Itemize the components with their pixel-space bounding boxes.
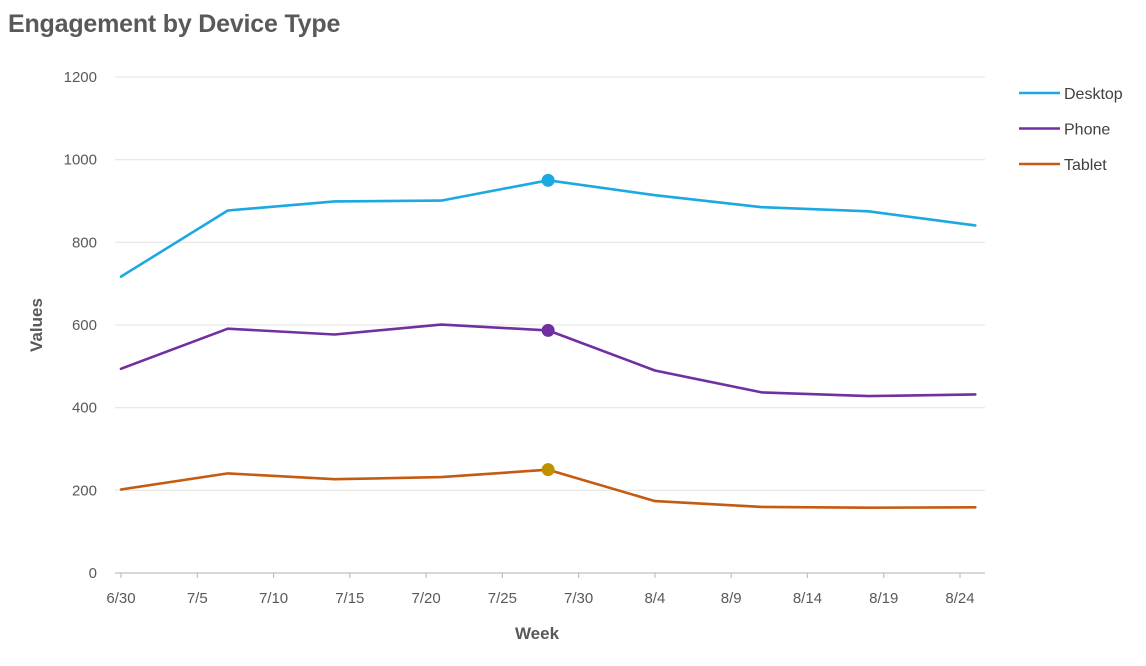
y-tick-label: 1000 bbox=[64, 152, 97, 169]
x-tick-label: 7/30 bbox=[564, 590, 593, 607]
x-tick-label: 7/15 bbox=[335, 590, 364, 607]
chart-title: Engagement by Device Type bbox=[8, 10, 341, 38]
data-point-desktop bbox=[541, 173, 555, 187]
y-tick-label: 400 bbox=[72, 400, 97, 417]
x-tick-label: 8/14 bbox=[793, 590, 822, 607]
legend-label-phone: Phone bbox=[1064, 122, 1110, 139]
x-tick-label: 8/4 bbox=[644, 590, 665, 607]
x-tick-label: 7/25 bbox=[488, 590, 517, 607]
y-axis-title: Values bbox=[27, 298, 46, 352]
legend-label-desktop: Desktop bbox=[1064, 86, 1123, 103]
legend-label-tablet: Tablet bbox=[1064, 157, 1107, 174]
data-point-phone bbox=[541, 323, 555, 337]
series-line-desktop bbox=[119, 179, 977, 278]
y-tick-label: 800 bbox=[72, 234, 97, 251]
y-tick-label: 200 bbox=[72, 482, 97, 499]
x-tick-label: 7/5 bbox=[187, 590, 208, 607]
y-tick-label: 1200 bbox=[64, 69, 97, 86]
x-tick-label: 7/20 bbox=[411, 590, 440, 607]
x-tick-label: 6/30 bbox=[106, 590, 135, 607]
y-tick-label: 600 bbox=[72, 317, 97, 334]
y-tick-label: 0 bbox=[89, 565, 97, 582]
x-tick-label: 8/19 bbox=[869, 590, 898, 607]
x-tick-label: 8/24 bbox=[945, 590, 974, 607]
x-axis-title: Week bbox=[515, 624, 560, 643]
x-tick-label: 8/9 bbox=[721, 590, 742, 607]
data-point-tablet bbox=[541, 463, 555, 477]
x-tick-label: 7/10 bbox=[259, 590, 288, 607]
